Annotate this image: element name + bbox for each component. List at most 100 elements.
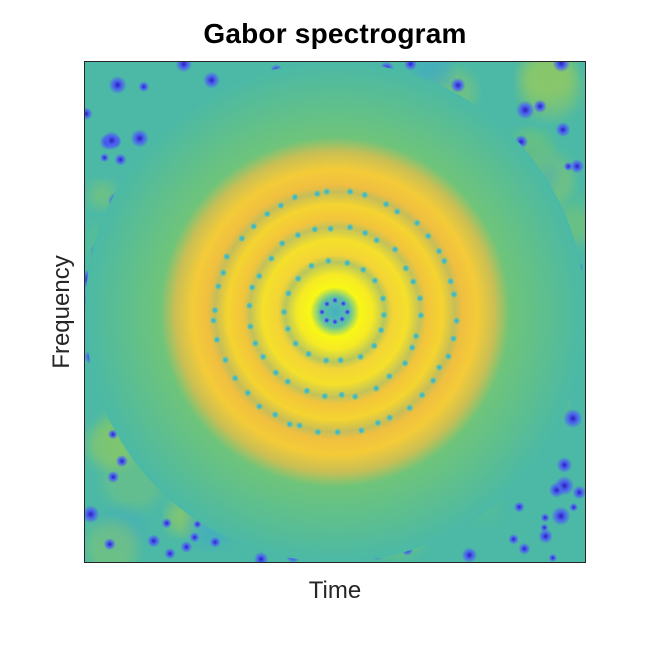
zero-point	[164, 548, 176, 560]
zero-point	[189, 532, 200, 543]
ring-zero-point	[417, 311, 425, 319]
ring-zero-point	[449, 335, 458, 343]
zero-point	[108, 75, 127, 95]
ring-zero-point	[245, 302, 254, 310]
ring-zero-point	[280, 308, 288, 316]
zero-point	[563, 408, 583, 429]
spectrogram-heatmap	[85, 62, 585, 562]
zero-point	[115, 455, 128, 468]
zero-point	[540, 523, 549, 532]
zero-point	[209, 536, 221, 548]
ring-zero-point	[327, 225, 335, 233]
ring-zero-point	[386, 414, 394, 422]
zero-point	[193, 520, 202, 529]
ring-zero-point	[294, 231, 302, 239]
y-axis-label: Frequency	[48, 255, 75, 369]
zero-point	[103, 538, 116, 551]
ring-zero-point	[413, 219, 421, 227]
zero-point	[518, 542, 531, 555]
zero-point	[540, 513, 550, 523]
ring-zero-point	[402, 264, 410, 272]
center-zero-point	[332, 297, 338, 304]
x-axis-label: Time	[308, 577, 362, 604]
ring-zero-point	[305, 350, 313, 358]
ring-zero-point	[418, 391, 426, 399]
ring-zero-point	[219, 269, 227, 277]
ring-zero-point	[334, 428, 342, 436]
ring-zero-point	[424, 232, 432, 240]
center-zero-point	[319, 309, 325, 315]
zero-point	[533, 99, 547, 113]
zero-point	[85, 107, 93, 121]
zero-point	[85, 505, 100, 524]
ring-zero-point	[267, 254, 275, 263]
center-zero-point	[340, 300, 347, 307]
ring-zero-point	[323, 188, 331, 196]
ring-zero-point	[406, 404, 414, 412]
ring-zero-point	[346, 188, 354, 196]
zero-point	[147, 534, 161, 548]
ring-zero-point	[271, 411, 279, 419]
ring-zero-point	[391, 245, 399, 253]
ring-zero-point	[337, 356, 345, 364]
ring-zero-point	[294, 275, 302, 283]
zero-point	[548, 482, 565, 498]
ring-zero-point	[231, 374, 239, 382]
ring-zero-point	[213, 336, 221, 344]
ring-zero-point	[324, 257, 332, 265]
center-zero-point	[344, 309, 351, 315]
ring-zero-point	[248, 283, 256, 291]
ring-zero-point	[393, 208, 401, 216]
ring-zero-point	[321, 392, 329, 400]
zero-point	[138, 81, 150, 93]
zero-point	[107, 429, 118, 440]
zero-point	[548, 553, 557, 562]
ring-zero-point	[272, 369, 280, 377]
plot-area	[84, 61, 586, 563]
ring-zero-point	[292, 339, 300, 348]
center-zero-points	[319, 297, 351, 325]
zero-point	[570, 159, 585, 174]
ring-zero-point	[435, 363, 443, 371]
ring-zero-point	[277, 201, 285, 210]
ring-zero-point	[444, 352, 452, 360]
ring-zero-point	[214, 282, 222, 290]
zero-point	[175, 62, 193, 73]
zero-point	[515, 100, 535, 120]
ring-zero-point	[453, 317, 461, 325]
zero-point	[538, 529, 553, 544]
zero-point	[569, 502, 579, 512]
ring-zero-point	[359, 266, 367, 274]
ring-zero-point	[250, 222, 258, 230]
ring-zero-point	[291, 193, 299, 201]
ring-zero-point	[251, 339, 259, 347]
zero-point	[100, 153, 109, 163]
ring-gap-zero-points	[209, 188, 461, 436]
ring-zero-point	[408, 344, 416, 352]
center-zero-point	[323, 317, 330, 324]
ring-zero-point	[361, 191, 369, 199]
ring-zero-point	[238, 234, 246, 243]
ring-zero-point	[379, 294, 387, 303]
ring-zero-point	[311, 225, 319, 233]
ring-zero-point	[373, 236, 381, 244]
ring-pattern	[85, 62, 585, 562]
ring-zero-point	[307, 262, 316, 270]
zero-point	[572, 485, 585, 500]
ring-zero-point	[221, 356, 230, 364]
ring-zero-point	[322, 356, 330, 364]
ring-zero-point	[259, 353, 267, 361]
center-zero-point	[324, 301, 330, 307]
ring-zero-point	[255, 272, 263, 280]
zero-point	[513, 501, 525, 513]
ring-zero-point	[377, 326, 385, 334]
ring-zero-point	[209, 317, 218, 325]
zero-point	[203, 71, 221, 89]
zero-point	[102, 131, 122, 151]
ring-zero-point	[284, 325, 292, 333]
zero-point	[180, 541, 193, 553]
center-zero-point	[339, 316, 346, 323]
ring-zero-point	[357, 353, 365, 361]
ring-zero-point	[244, 389, 252, 397]
ring-zero-point	[314, 428, 322, 436]
